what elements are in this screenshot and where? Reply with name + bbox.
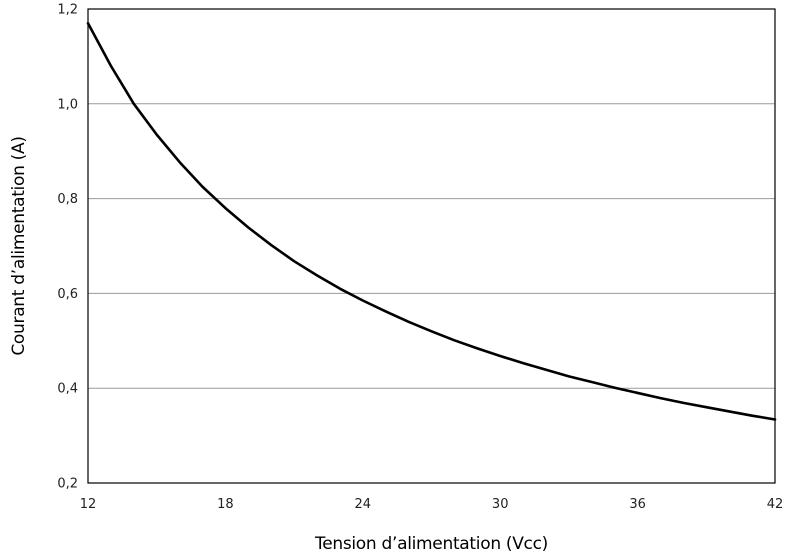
y-tick-label: 0,6 xyxy=(57,287,78,302)
y-axis-title: Courant d’alimentation (A) xyxy=(9,136,29,355)
x-tick-label: 36 xyxy=(629,497,646,512)
y-tick-label: 0,8 xyxy=(57,192,78,207)
gridlines xyxy=(88,103,775,389)
y-tick-label: 0,4 xyxy=(57,382,78,397)
series-line xyxy=(86,21,777,421)
series-layer xyxy=(86,21,777,421)
x-tick-label: 24 xyxy=(355,497,372,512)
y-tick-label: 1,2 xyxy=(57,3,78,18)
y-axis-ticks: 0,2 0,4 0,6 0,8 1,0 1,2 xyxy=(57,3,78,492)
x-axis-title: Tension d’alimentation (Vcc) xyxy=(314,534,548,554)
y-tick-label: 0,2 xyxy=(57,477,78,492)
plot-area xyxy=(87,8,776,484)
x-axis-ticks: 12 18 24 30 36 42 xyxy=(80,497,784,512)
x-tick-label: 30 xyxy=(492,497,509,512)
x-tick-label: 42 xyxy=(767,497,784,512)
x-tick-label: 12 xyxy=(80,497,97,512)
y-tick-label: 1,0 xyxy=(57,97,78,112)
x-tick-label: 18 xyxy=(217,497,234,512)
